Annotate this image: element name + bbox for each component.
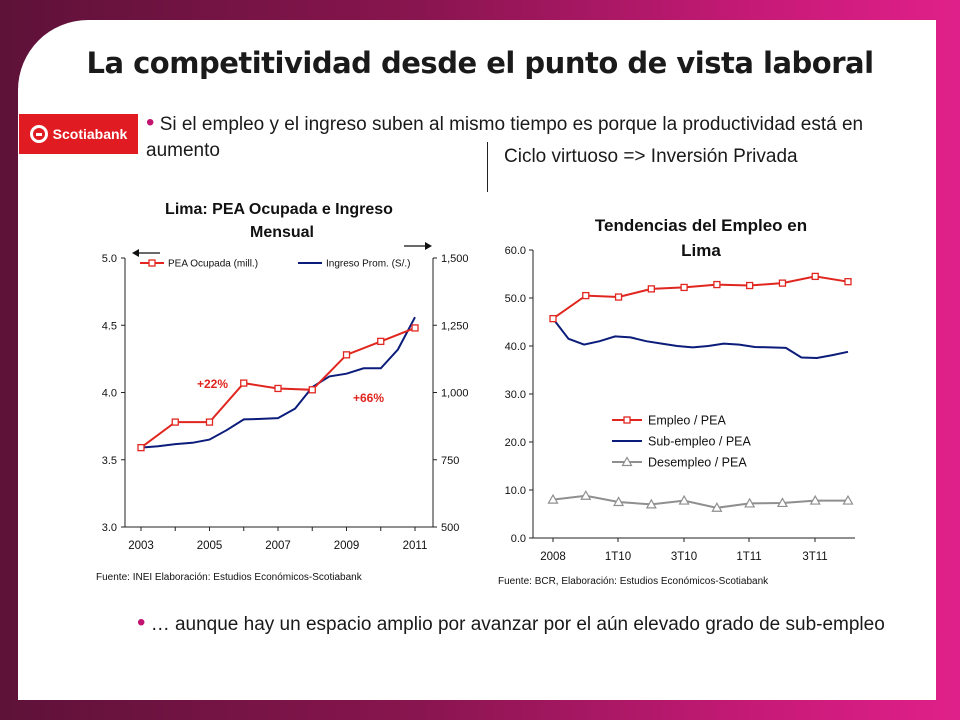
chart2-series-desempleo [552, 494, 848, 509]
chart1-y2tick-label: 750 [441, 455, 459, 467]
chart1-xtick-label: 2009 [334, 540, 360, 552]
annotation-income-growth: +66% [353, 391, 384, 405]
chart2-title-line2: Lima [681, 241, 721, 260]
chart1-point-pea [240, 379, 248, 387]
chart1-ytick-label: 3.5 [102, 455, 117, 467]
annotation-pea-growth: +22% [197, 377, 228, 391]
chart1-point-pea [205, 418, 214, 426]
chart2-ytick-label: 30.0 [505, 389, 526, 401]
chart2-point-desempleo [613, 496, 625, 507]
chart1-legend-label: Ingreso Prom. (S/.) [326, 259, 410, 270]
right-arrow-icon [425, 242, 432, 250]
chart1-y2tick-label: 1,250 [441, 320, 469, 332]
chart1-point-pea [411, 324, 419, 332]
chart2-ytick-label: 40.0 [505, 341, 526, 353]
chart2-point-empleo [647, 285, 655, 293]
chart1-xtick-label: 2007 [265, 540, 291, 552]
chart2-point-empleo [680, 283, 688, 292]
scotiabank-logo: Scotiabank [19, 114, 138, 154]
chart1-point-pea [377, 337, 385, 346]
bullet-text-1: Si el empleo y el ingreso suben al mismo… [146, 114, 864, 161]
left-arrow-icon [132, 249, 139, 257]
chart2-ytick-label: 60.0 [505, 245, 526, 257]
chart2-point-empleo [844, 278, 852, 286]
chart2-xtick-label: 1T10 [605, 551, 631, 563]
bullet-text-2: … aunque hay un espacio amplio por avanz… [150, 614, 885, 635]
chart2-point-empleo [582, 291, 590, 300]
bullet-dot-icon: • [137, 609, 146, 636]
chart2-point-desempleo [842, 494, 854, 505]
bullet-dot-icon: • [146, 109, 155, 136]
chart1-point-pea [171, 418, 179, 426]
chart1-legend-label: PEA Ocupada (mill.) [168, 259, 258, 270]
chart2-point-empleo [778, 279, 787, 287]
chart2-legend-marker [621, 456, 633, 467]
slide-background [18, 20, 936, 700]
chart1-ytick-label: 3.0 [102, 522, 117, 534]
chart1-point-pea [274, 384, 282, 393]
chart2-point-desempleo [744, 497, 756, 508]
chart1-y2tick-label: 1,000 [441, 388, 469, 400]
chart2-point-empleo [549, 314, 557, 323]
chart1-y2tick-label: 500 [441, 522, 459, 534]
scotiabank-s-icon [29, 125, 48, 143]
chart1-xtick-label: 2005 [197, 540, 223, 552]
chart2-point-desempleo [678, 494, 690, 505]
chart1-ytick-label: 4.5 [102, 320, 117, 332]
chart2-point-desempleo [645, 498, 657, 509]
source-note-left: Fuente: INEI Elaboración: Estudios Econó… [96, 572, 362, 583]
bullet-subemployment: • … aunque hay un espacio amplio por ava… [137, 609, 897, 638]
chart2-point-desempleo [711, 502, 723, 512]
virtuous-cycle-note: Ciclo virtuoso => Inversión Privada [504, 146, 798, 167]
chart1-series-ingreso [140, 316, 416, 449]
chart2-point-desempleo [580, 490, 592, 500]
chart2-point-desempleo [547, 493, 559, 504]
chart1-legend-marker [148, 259, 156, 267]
chart1-point-pea [308, 386, 316, 394]
chart2-ytick-label: 0.0 [511, 533, 526, 545]
chart2-point-desempleo [776, 497, 788, 508]
chart1-y2tick-label: 1,500 [441, 253, 469, 265]
chart1-point-pea [137, 443, 145, 452]
chart1-ytick-label: 5.0 [102, 253, 117, 265]
chart1-point-pea [342, 351, 351, 359]
chart2-legend-label: Empleo / PEA [648, 414, 726, 428]
chart2-xtick-label: 2008 [540, 551, 566, 563]
chart2-xtick-label: 1T11 [736, 551, 761, 563]
chart2-ytick-label: 50.0 [505, 293, 526, 305]
chart1-xtick-label: 2011 [403, 540, 428, 552]
chart1-title-line1: Lima: PEA Ocupada e Ingreso [165, 201, 393, 218]
brand-name: Scotiabank [52, 126, 128, 142]
chart2-legend-label: Sub-empleo / PEA [648, 435, 751, 449]
chart2-series-empleo [552, 275, 849, 320]
chart2-point-empleo [746, 281, 754, 290]
chart1-xtick-label: 2003 [128, 540, 154, 552]
chart2-point-empleo [811, 272, 819, 281]
chart2-title-line1: Tendencias del Empleo en [595, 216, 807, 235]
chart2-xtick-label: 3T11 [802, 551, 827, 563]
chart1-ytick-label: 4.0 [102, 388, 117, 400]
divider-line [487, 142, 488, 192]
chart2-legend-label: Desempleo / PEA [648, 456, 747, 470]
source-note-right: Fuente: BCR, Elaboración: Estudios Econó… [498, 576, 769, 587]
slide-title: La competitividad desde el punto de vist… [86, 46, 874, 80]
chart2-legend-marker [623, 416, 631, 424]
chart2-series-subempleo [552, 317, 849, 360]
chart2-point-empleo [614, 293, 623, 301]
bullet-productivity: • Si el empleo y el ingreso suben al mis… [146, 109, 866, 163]
chart2-xtick-label: 3T10 [671, 551, 697, 563]
chart2-ytick-label: 20.0 [505, 437, 526, 449]
chart2-point-desempleo [809, 494, 821, 505]
chart1-title-line2: Mensual [250, 224, 314, 241]
chart2-point-empleo [713, 280, 721, 289]
chart2-ytick-label: 10.0 [505, 485, 526, 497]
